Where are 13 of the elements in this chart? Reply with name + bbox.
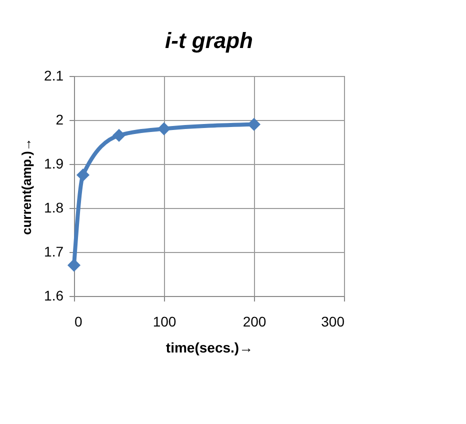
- y-tick-label: 2: [56, 112, 64, 128]
- y-tick-label: 1.6: [44, 288, 64, 304]
- x-tick-label: 0: [74, 314, 82, 330]
- x-axis-title: time(secs.)→: [166, 340, 254, 356]
- x-tick-label: 200: [242, 314, 266, 330]
- x-tick-label: 300: [321, 314, 345, 330]
- y-axis-title: current(amp.)→: [19, 138, 34, 235]
- y-tick-label: 2.1: [44, 68, 64, 84]
- y-tick-label: 1.8: [44, 200, 64, 216]
- y-tick-label: 1.9: [44, 156, 64, 172]
- x-tick-label: 100: [152, 314, 176, 330]
- y-tick-label: 1.7: [44, 244, 64, 260]
- chart-title: i-t graph: [165, 28, 253, 53]
